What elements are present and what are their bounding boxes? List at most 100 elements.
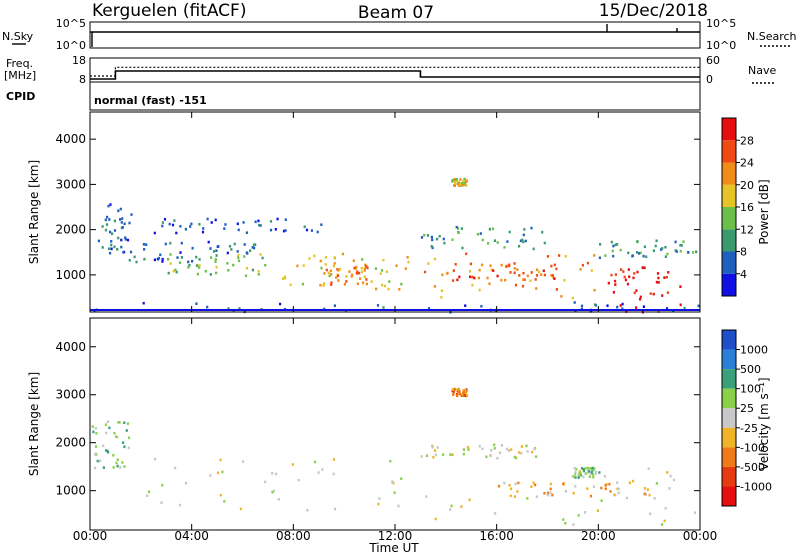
data-cell-0-266	[173, 219, 176, 222]
y-tick-label-0-0: 1000	[55, 268, 86, 282]
data-cell-0-490	[598, 256, 601, 260]
cbar-1-tick-6: -500	[740, 461, 765, 474]
cbar-1-tick-1: 500	[740, 363, 761, 376]
data-cell-0-326	[550, 264, 553, 268]
data-cell-0-51	[113, 245, 116, 249]
data-cell-0-353	[478, 268, 481, 272]
data-cell-0-57	[108, 247, 111, 251]
data-cell-1-254	[643, 487, 646, 490]
data-cell-0-254	[282, 229, 286, 233]
data-cell-0-495	[661, 247, 664, 250]
data-cell-0-73	[110, 243, 113, 247]
data-cell-0-195	[406, 256, 409, 259]
data-cell-1-181	[586, 469, 590, 472]
data-cell-0-248	[163, 218, 167, 221]
data-cell-1-161	[580, 467, 584, 470]
data-cell-0-394	[438, 234, 441, 238]
data-cell-1-44	[397, 504, 400, 508]
data-cell-1-258	[514, 482, 517, 486]
data-cell-0-58	[109, 203, 112, 206]
data-cell-1-3	[123, 421, 126, 424]
data-cell-0-381	[487, 242, 490, 245]
data-cell-1-61	[291, 463, 294, 466]
data-cell-0-517	[687, 251, 690, 254]
data-cell-1-66	[160, 501, 163, 504]
data-cell-0-211	[348, 270, 351, 273]
data-cell-0-79	[122, 251, 125, 254]
data-cell-1-278	[592, 485, 596, 489]
data-cell-1-91	[577, 514, 580, 517]
data-cell-1-45	[272, 489, 275, 493]
data-cell-0-386	[423, 233, 426, 237]
data-cell-0-306	[546, 255, 549, 258]
data-cell-1-27	[91, 425, 94, 428]
data-cell-0-447	[641, 266, 644, 269]
data-cell-0-336	[535, 274, 539, 277]
data-cell-1-36	[106, 449, 109, 453]
data-cell-0-324	[540, 273, 543, 276]
data-cell-0-329	[492, 269, 495, 272]
data-cell-0-374	[491, 227, 495, 231]
data-cell-0-135	[245, 266, 249, 270]
data-cell-0-276	[190, 222, 193, 226]
data-cell-1-141	[490, 449, 493, 452]
freq-tick-bottom: 8	[79, 73, 86, 86]
data-cell-1-193	[573, 475, 576, 479]
nsearch-tick-bottom: 10^0	[706, 39, 736, 52]
data-cell-0-503	[666, 252, 669, 256]
data-cell-1-262	[532, 481, 535, 485]
data-cell-0-191	[313, 254, 316, 258]
data-cell-0-483	[680, 244, 683, 247]
data-cell-1-14	[102, 444, 105, 448]
data-cell-1-166	[586, 466, 589, 470]
data-cell-0-393	[479, 232, 482, 235]
data-cell-0-323	[451, 279, 455, 282]
data-cell-0-373	[530, 226, 533, 230]
nsky-panel: 10^5 10^0 10^5 10^0 N.Sky N.Search	[2, 17, 797, 52]
data-cell-0-480	[645, 255, 648, 259]
data-cell-0-467	[628, 275, 631, 278]
data-cell-1-93	[616, 487, 619, 491]
data-cell-0-337	[534, 278, 537, 281]
power-colorbar-label: Power [dB]	[757, 179, 771, 244]
data-cell-1-271	[549, 487, 552, 491]
data-cell-0-206	[345, 280, 348, 283]
data-cell-0-265	[284, 229, 287, 232]
data-cell-1-68	[217, 471, 220, 475]
data-cell-0-141	[215, 271, 218, 275]
data-cell-0-514	[674, 249, 677, 252]
data-cell-0-215	[361, 281, 365, 285]
data-cell-0-28	[642, 305, 645, 308]
data-cell-1-140	[525, 444, 528, 448]
data-cell-0-334	[509, 271, 512, 274]
data-cell-0-494	[636, 240, 639, 243]
data-cell-0-174	[360, 270, 364, 274]
data-cell-0-95	[143, 248, 146, 251]
data-cell-0-229	[355, 265, 358, 269]
data-cell-1-213	[456, 388, 459, 391]
data-cell-1-35	[122, 441, 125, 444]
data-cell-0-122	[175, 270, 178, 274]
data-cell-0-298	[579, 268, 582, 271]
data-cell-0-107	[228, 245, 232, 248]
data-cell-0-184	[375, 287, 378, 291]
data-cell-0-19	[665, 307, 669, 310]
cbar-0-tick-2: 12	[740, 223, 754, 236]
data-cell-1-72	[161, 483, 164, 487]
cbar-0-swatch-3	[722, 207, 736, 230]
data-cell-1-86	[603, 475, 607, 478]
data-cell-0-417	[451, 180, 454, 183]
data-cell-0-453	[633, 291, 636, 295]
data-cell-0-309	[563, 279, 566, 282]
data-cell-0-354	[508, 264, 511, 268]
data-cell-0-481	[664, 245, 667, 249]
data-cell-0-75	[130, 213, 133, 216]
data-cell-0-255	[214, 218, 217, 222]
data-cell-1-134	[420, 455, 423, 458]
x-tick-label-4: 16:00	[479, 529, 514, 543]
data-cell-1-177	[584, 472, 587, 475]
data-cell-0-24	[464, 304, 467, 307]
data-cell-0-86	[233, 242, 236, 246]
data-cell-0-445	[626, 282, 630, 286]
data-cell-0-213	[337, 279, 340, 282]
